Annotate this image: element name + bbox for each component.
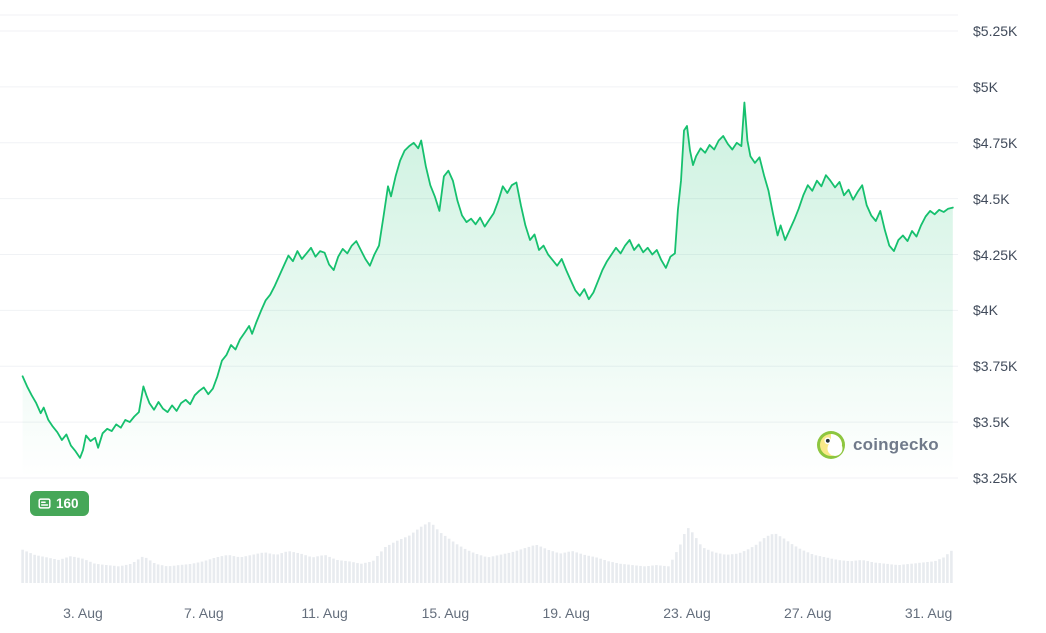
coingecko-logo-icon [816, 430, 846, 460]
x-axis-label: 11. Aug [301, 605, 348, 621]
y-axis-label: $4.75K [973, 134, 1018, 151]
x-axis-label: 3. Aug [63, 605, 103, 621]
annotations-count: 160 [56, 496, 79, 511]
x-axis-label: 31. Aug [904, 605, 953, 621]
coingecko-watermark-label: coingecko [853, 435, 939, 454]
y-axis-label: $3.5K [973, 414, 1010, 431]
x-axis-label: 15. Aug [421, 605, 470, 621]
x-axis-label: 27. Aug [784, 605, 832, 621]
y-axis-label: $4K [973, 302, 998, 319]
y-axis-label: $3.25K [973, 470, 1018, 486]
y-axis-label: $3.75K [973, 358, 1018, 375]
annotation-icon [38, 497, 51, 510]
y-axis-label: $4.25K [973, 246, 1018, 263]
y-axis-label: $5K [973, 78, 998, 95]
y-axis-label: $5.25K [973, 23, 1018, 39]
x-axis-label: 7. Aug [183, 605, 224, 621]
x-axis-label: 23. Aug [663, 605, 711, 621]
y-axis-label: $4.5K [973, 190, 1010, 207]
coingecko-watermark: coingecko [816, 430, 939, 460]
x-axis-label: 19. Aug [542, 605, 590, 621]
annotations-badge[interactable]: 160 [30, 491, 89, 516]
